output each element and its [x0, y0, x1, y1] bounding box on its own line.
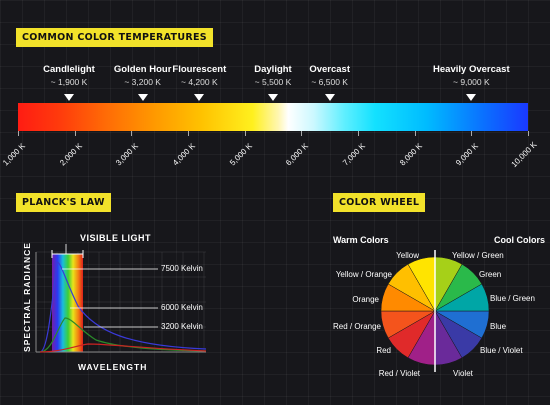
curve-6000-kelvin — [39, 317, 207, 353]
temperature-gradient-bar — [18, 103, 528, 131]
marker-name: Flourescent — [172, 64, 227, 75]
marker-pointer-icon — [194, 94, 205, 101]
marker-kelvin: ~ 5,500 K — [254, 77, 292, 87]
marker-name: Daylight — [254, 64, 292, 75]
color-temperatures-title: COMMON COLOR TEMPERATURES — [16, 28, 213, 47]
plancks-law-title: PLANCK'S LAW — [16, 193, 111, 212]
temperature-marker-daylight: Daylight ~ 5,500 K — [218, 64, 328, 88]
marker-name: Candlelight — [43, 64, 95, 75]
marker-pointer-icon — [324, 94, 335, 101]
marker-kelvin: ~ 9,000 K — [453, 77, 490, 87]
marker-pointer-icon — [268, 94, 278, 101]
marker-name: Heavily Overcast — [433, 64, 510, 75]
temperature-marker-overcast: Overcast ~ 6,500 K — [275, 64, 385, 88]
scale-tick — [301, 131, 303, 136]
temperature-marker-golden-hour: Golden Hour ~ 3,200 K — [88, 64, 198, 88]
label-6000-kelvin: 6000 Kelvin — [161, 303, 203, 312]
marker-kelvin: ~ 6,500 K — [311, 77, 348, 87]
marker-pointer-icon — [466, 94, 477, 101]
marker-kelvin: ~ 4,200 K — [181, 77, 218, 87]
scale-tick — [131, 131, 133, 136]
scale-tick — [471, 131, 473, 136]
visible-light-label: VISIBLE LIGHT — [80, 233, 152, 243]
wavelength-axis-label: WAVELENGTH — [78, 362, 148, 372]
marker-name: Overcast — [309, 64, 350, 75]
wheel-label: Blue — [490, 322, 507, 331]
temperature-marker-heavily-overcast: Heavily Overcast ~ 9,000 K — [416, 64, 526, 88]
marker-pointer-icon — [64, 94, 74, 101]
scale-tick — [244, 131, 246, 136]
wheel-label: Blue / Green — [490, 294, 535, 303]
curve-7500-kelvin — [39, 261, 207, 353]
color-wheel-title: COLOR WHEEL — [333, 193, 426, 212]
warm-colors-heading: Warm Colors — [333, 235, 389, 245]
wheel-label: Red — [376, 346, 391, 355]
curve-3200-kelvin — [39, 343, 207, 353]
marker-name: Golden Hour — [113, 64, 172, 75]
scale-tick — [18, 131, 19, 136]
wheel-label: Red / Violet — [378, 369, 420, 378]
marker-pointer-icon — [137, 94, 148, 101]
label-7500-kelvin: 7500 Kelvin — [161, 264, 203, 273]
wheel-label: Yellow / Green — [452, 251, 504, 260]
scale-tick — [74, 131, 76, 136]
scale-tick — [358, 131, 359, 136]
marker-kelvin: ~ 1,900 K — [50, 77, 88, 87]
marker-kelvin: ~ 3,200 K — [124, 77, 161, 87]
visible-light-band — [52, 254, 83, 352]
wheel-label: Red / Orange — [332, 322, 381, 331]
scale-tick — [414, 131, 416, 136]
wheel-label: Violet — [453, 369, 473, 378]
wheel-label: Blue / Violet — [480, 346, 523, 355]
wheel-label: Orange — [352, 295, 379, 304]
label-3200-kelvin: 3200 Kelvin — [161, 322, 203, 331]
scale-tick — [188, 131, 189, 136]
wheel-label: Yellow — [396, 251, 419, 260]
wheel-label: Green — [479, 270, 502, 279]
temperature-marker-candlelight: Candlelight ~ 1,900 K — [14, 64, 124, 88]
scale-tick — [528, 131, 529, 136]
cool-colors-heading: Cool Colors — [494, 235, 545, 245]
wheel-label: Yellow / Orange — [335, 270, 392, 279]
temperature-marker-flourescent: Flourescent ~ 4,200 K — [144, 64, 254, 88]
